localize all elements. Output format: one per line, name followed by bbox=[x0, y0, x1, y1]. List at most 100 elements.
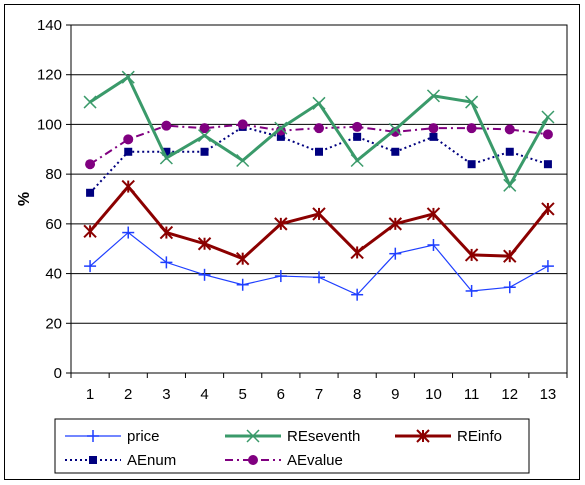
data-point bbox=[89, 456, 97, 464]
data-point bbox=[162, 147, 171, 156]
series-REseventh bbox=[83, 70, 555, 192]
data-point bbox=[124, 147, 133, 156]
data-point bbox=[388, 217, 403, 231]
data-point bbox=[235, 251, 250, 266]
data-point bbox=[276, 132, 285, 141]
data-point bbox=[313, 271, 325, 284]
data-point bbox=[465, 284, 478, 297]
data-point bbox=[426, 207, 441, 221]
y-tick-label: 100 bbox=[37, 116, 62, 133]
data-point bbox=[428, 123, 439, 134]
legend-box bbox=[54, 418, 530, 474]
y-tick-label: 120 bbox=[37, 67, 62, 84]
data-point bbox=[236, 278, 249, 291]
data-point bbox=[464, 248, 479, 262]
data-point bbox=[541, 202, 555, 216]
data-point bbox=[122, 226, 135, 239]
data-point bbox=[350, 245, 364, 260]
data-point bbox=[274, 217, 288, 231]
data-point bbox=[84, 260, 97, 273]
x-tick-label: 3 bbox=[162, 386, 170, 403]
legend-entry-REseventh: REseventh bbox=[225, 428, 360, 445]
series-AEvalue bbox=[85, 119, 553, 170]
x-tick-label: 10 bbox=[425, 386, 442, 403]
data-point bbox=[121, 179, 135, 194]
data-point bbox=[85, 159, 96, 170]
data-point bbox=[503, 249, 517, 263]
y-tick-label: 60 bbox=[45, 216, 62, 233]
data-point bbox=[353, 132, 362, 141]
data-point bbox=[83, 95, 97, 109]
x-tick-label: 7 bbox=[315, 386, 323, 403]
chart-frame: 0 20 40 60 80 100 120 140 1 2 3 4 5 6 7 8 9 10 11 12 13 % p… bbox=[4, 4, 580, 480]
data-point bbox=[312, 207, 326, 221]
x-tick-label: 2 bbox=[124, 386, 132, 403]
y-tick-label: 0 bbox=[54, 365, 62, 382]
data-point bbox=[427, 238, 440, 251]
legend-label: AEvalue bbox=[287, 452, 343, 469]
x-tick-label: 9 bbox=[391, 386, 399, 403]
data-point bbox=[159, 151, 173, 165]
legend-entry-AEnum: AEnum bbox=[65, 452, 176, 469]
data-point bbox=[160, 256, 173, 269]
data-point bbox=[351, 288, 364, 301]
data-point bbox=[237, 119, 248, 130]
data-point bbox=[541, 260, 554, 273]
data-point bbox=[416, 429, 430, 443]
data-point bbox=[86, 188, 95, 197]
y-tick-label: 80 bbox=[45, 166, 62, 183]
y-tick-label: 20 bbox=[45, 315, 62, 332]
data-point bbox=[200, 147, 209, 156]
legend-label: AEnum bbox=[127, 452, 176, 469]
legend-label: REinfo bbox=[457, 428, 502, 445]
plot-area bbox=[70, 24, 568, 374]
data-point bbox=[467, 160, 476, 169]
y-tick-label: 140 bbox=[37, 17, 62, 34]
x-tick-label: 13 bbox=[540, 386, 557, 403]
data-point bbox=[314, 123, 324, 134]
data-point bbox=[543, 160, 552, 169]
data-point bbox=[199, 123, 210, 134]
data-point bbox=[246, 429, 260, 443]
data-point bbox=[350, 153, 364, 168]
data-point bbox=[198, 129, 212, 143]
data-point bbox=[274, 270, 287, 283]
data-point bbox=[159, 225, 174, 240]
data-point bbox=[312, 96, 326, 110]
data-point bbox=[123, 134, 134, 145]
data-point bbox=[390, 126, 401, 137]
data-point bbox=[503, 178, 517, 192]
y-axis-ticks: 0 20 40 60 80 100 120 140 bbox=[37, 17, 71, 382]
data-point bbox=[315, 147, 323, 156]
data-point bbox=[466, 123, 477, 134]
data-point bbox=[352, 121, 363, 132]
legend: price REseventh REinfo AEnum AEvalue bbox=[65, 428, 502, 469]
data-point bbox=[198, 268, 211, 281]
data-point bbox=[505, 147, 514, 156]
data-point bbox=[391, 147, 400, 156]
data-point bbox=[87, 430, 99, 442]
x-tick-label: 6 bbox=[277, 386, 285, 403]
legend-label: price bbox=[127, 428, 160, 445]
legend-entry-REinfo: REinfo bbox=[395, 428, 502, 445]
x-tick-label: 12 bbox=[501, 386, 518, 403]
data-point bbox=[504, 124, 515, 135]
series-price bbox=[84, 226, 554, 301]
data-point bbox=[389, 247, 402, 260]
data-point bbox=[541, 110, 555, 124]
series-REinfo bbox=[83, 179, 555, 266]
x-tick-label: 4 bbox=[200, 386, 208, 403]
data-point bbox=[426, 89, 440, 103]
x-axis-ticks: 1 2 3 4 5 6 7 8 9 10 11 12 13 bbox=[70, 373, 568, 403]
data-point bbox=[542, 129, 553, 140]
x-tick-label: 5 bbox=[239, 386, 247, 403]
data-point bbox=[197, 237, 212, 251]
data-point bbox=[503, 281, 516, 294]
legend-label: REseventh bbox=[287, 428, 360, 445]
data-point bbox=[274, 121, 288, 135]
x-tick-label: 1 bbox=[86, 386, 94, 403]
series-group bbox=[83, 70, 555, 301]
data-point bbox=[388, 122, 402, 136]
x-tick-label: 8 bbox=[353, 386, 361, 403]
